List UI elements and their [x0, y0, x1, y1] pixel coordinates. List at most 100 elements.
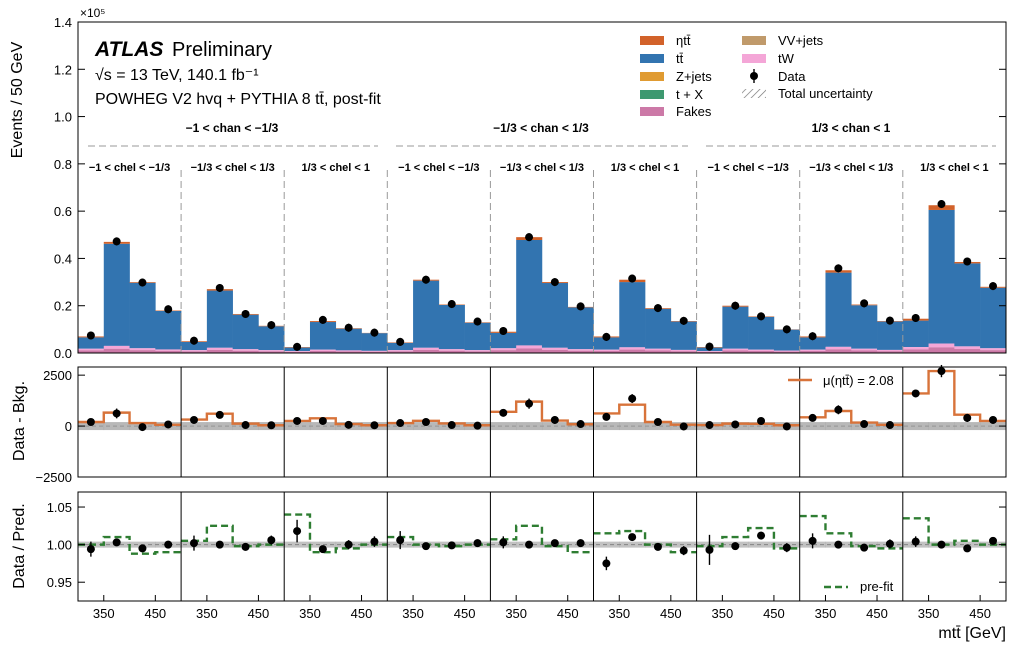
- ttbar-bar: [439, 305, 465, 349]
- tw-bar: [825, 347, 851, 349]
- y-tick-label: 0.95: [47, 575, 72, 590]
- legend-label-tw: tW: [778, 51, 795, 66]
- data-point: [602, 413, 610, 421]
- data-point: [783, 422, 791, 430]
- uncertainty-band: [284, 542, 310, 548]
- tw-bar: [465, 350, 491, 351]
- data-point: [448, 421, 456, 429]
- data-point: [963, 258, 971, 266]
- tw-bar: [336, 350, 362, 351]
- chel-label: 1/3 < chel < 1: [302, 162, 371, 174]
- uncertainty-band: [748, 542, 774, 548]
- data-point: [989, 416, 997, 424]
- tw-bar: [181, 350, 207, 351]
- y-tick-label: 0.8: [54, 157, 72, 172]
- data-point: [809, 537, 817, 545]
- data-point: [474, 422, 482, 430]
- x-tick-label: 350: [608, 606, 630, 621]
- ttbar-bar: [851, 305, 877, 349]
- data-point: [396, 338, 404, 346]
- data-point: [422, 542, 430, 550]
- data-point: [680, 547, 688, 555]
- y-tick-label: 1.4: [54, 15, 72, 30]
- data-point: [138, 279, 146, 287]
- data-point: [654, 543, 662, 551]
- data-point: [242, 543, 250, 551]
- legend: ηtt̄ tt̄ Z+jets t + X Fakes VV+jets tW D…: [640, 33, 873, 119]
- data-point: [886, 540, 894, 548]
- uncertainty-band: [619, 422, 645, 430]
- x-tick-label: 350: [93, 606, 115, 621]
- data-point: [216, 541, 224, 549]
- x-tick-label: 350: [918, 606, 940, 621]
- x-tick-label: 450: [144, 606, 166, 621]
- fakes-bar: [954, 349, 980, 353]
- data-point: [499, 409, 507, 417]
- tw-bar: [619, 347, 645, 349]
- tw-bar: [310, 350, 336, 351]
- uncertainty-band: [800, 422, 826, 430]
- data-point: [757, 532, 765, 540]
- tw-bar: [954, 346, 980, 349]
- ttbar-bar: [413, 281, 439, 348]
- data-point: [731, 542, 739, 550]
- data-point: [577, 302, 585, 310]
- data-point: [860, 420, 868, 428]
- chan-label: 1/3 < chan < 1: [812, 121, 891, 135]
- x-tick-label: 450: [866, 606, 888, 621]
- ttbar-bar: [877, 322, 903, 350]
- data-point: [396, 419, 404, 427]
- uncertainty-band: [954, 422, 980, 430]
- data-point: [577, 539, 585, 547]
- data-point: [937, 541, 945, 549]
- ttbar-bar: [233, 315, 259, 350]
- data-point: [242, 310, 250, 318]
- tw-bar: [929, 344, 955, 348]
- data-point: [834, 541, 842, 549]
- data-point: [551, 416, 559, 424]
- data-point: [242, 421, 250, 429]
- uncertainty-band: [903, 422, 929, 430]
- chan-label: −1 < chan < −1/3: [186, 121, 279, 135]
- generator-label: POWHEG V2 hvq + PYTHIA 8 tt̄, post-fit: [95, 91, 381, 108]
- tw-bar: [980, 348, 1006, 350]
- data-point: [809, 332, 817, 340]
- chel-label: −1 < chel < −1/3: [89, 162, 170, 174]
- tw-bar: [903, 347, 929, 349]
- mu-legend-label: μ(ηtt̄) = 2.08: [823, 373, 894, 388]
- tw-bar: [130, 348, 156, 350]
- legend-swatch-tw: [742, 54, 766, 63]
- tw-bar: [748, 350, 774, 351]
- data-point: [525, 541, 533, 549]
- tw-bar: [800, 350, 826, 351]
- data-point: [783, 544, 791, 552]
- data-point: [190, 416, 198, 424]
- tw-bar: [284, 351, 310, 352]
- data-point: [783, 325, 791, 333]
- x-tick-label: 350: [505, 606, 527, 621]
- data-point: [319, 316, 327, 324]
- uncertainty-band: [825, 422, 851, 430]
- data-point: [705, 546, 713, 554]
- tw-bar: [671, 350, 697, 351]
- data-point: [937, 367, 945, 375]
- data-point: [628, 275, 636, 283]
- top-ylabel: Events / 50 GeV: [9, 41, 26, 158]
- legend-swatch-ttbar: [640, 54, 664, 63]
- tw-bar: [258, 350, 284, 351]
- data-point: [834, 264, 842, 272]
- chel-label: 1/3 < chel < 1: [611, 162, 680, 174]
- ttbar-bar: [722, 307, 748, 349]
- data-point: [705, 343, 713, 351]
- data-point: [448, 300, 456, 308]
- data-point: [113, 237, 121, 245]
- uncertainty-band: [929, 422, 955, 430]
- data-point: [499, 327, 507, 335]
- data-point: [267, 536, 275, 544]
- chel-label: −1/3 < chel < 1/3: [191, 162, 275, 174]
- data-point: [370, 538, 378, 546]
- tw-bar: [516, 345, 542, 348]
- data-point: [834, 406, 842, 414]
- fakes-bar: [929, 347, 955, 353]
- x-tick-label: 450: [763, 606, 785, 621]
